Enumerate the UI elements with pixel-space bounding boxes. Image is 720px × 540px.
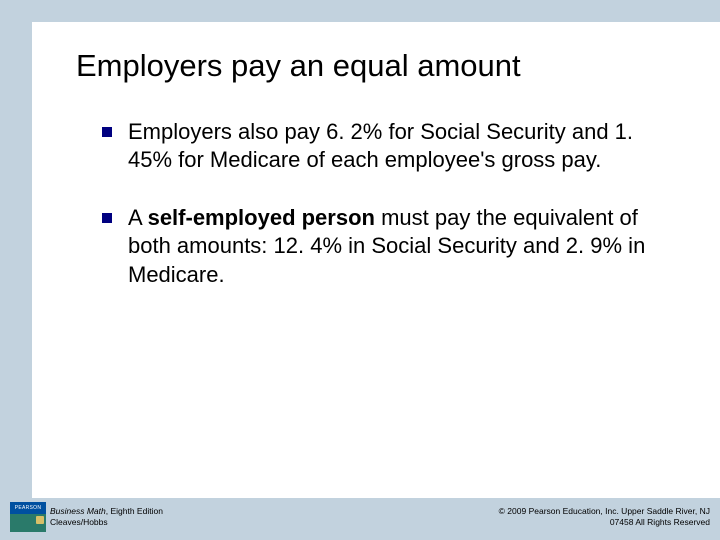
book-edition: , Eighth Edition (106, 506, 163, 516)
bullet-item: A self-employed person must pay the equi… (102, 204, 676, 288)
copyright-line-2: 07458 All Rights Reserved (499, 517, 710, 528)
bullet-text: Employers also pay 6. 2% for Social Secu… (128, 119, 633, 172)
bullet-prefix: A (128, 205, 148, 230)
footer-right: © 2009 Pearson Education, Inc. Upper Sad… (499, 506, 710, 527)
book-info: Business Math, Eighth Edition Cleaves/Ho… (50, 506, 163, 527)
book-title: Business Math (50, 506, 106, 516)
book-title-line: Business Math, Eighth Edition (50, 506, 163, 517)
bullet-item: Employers also pay 6. 2% for Social Secu… (102, 118, 676, 174)
footer: PEARSON Business Math, Eighth Edition Cl… (0, 498, 720, 540)
publisher-logo: PEARSON (10, 502, 46, 532)
slide-panel: Employers pay an equal amount Employers … (32, 22, 720, 498)
logo-bottom-block (10, 514, 46, 532)
bullet-list: Employers also pay 6. 2% for Social Secu… (76, 118, 676, 289)
slide-title: Employers pay an equal amount (76, 48, 676, 84)
logo-brand-text: PEARSON (10, 502, 46, 514)
book-authors: Cleaves/Hobbs (50, 517, 163, 528)
bullet-bold: self-employed person (148, 205, 375, 230)
footer-left: PEARSON Business Math, Eighth Edition Cl… (10, 502, 163, 532)
copyright-line-1: © 2009 Pearson Education, Inc. Upper Sad… (499, 506, 710, 517)
